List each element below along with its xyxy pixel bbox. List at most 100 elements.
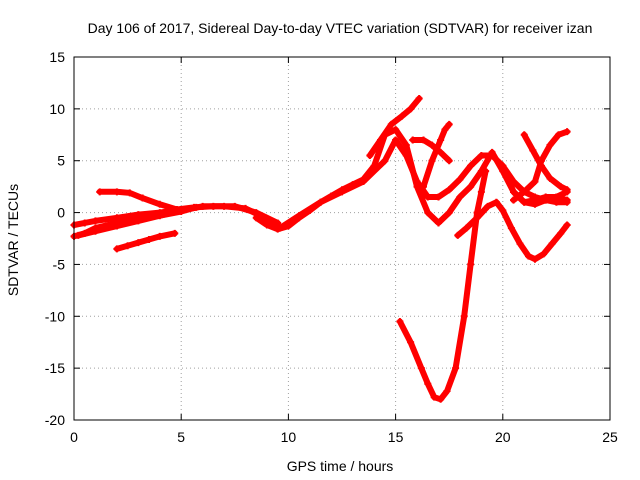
data-point: [492, 198, 500, 206]
data-point: [548, 240, 556, 248]
data-point: [381, 157, 389, 165]
data-point: [424, 209, 432, 217]
data-point: [413, 183, 421, 191]
data-point: [445, 209, 453, 217]
data-point: [467, 162, 475, 170]
data-point: [525, 252, 533, 260]
data-point: [488, 148, 496, 156]
axis-ticks: 0 5 10 15 20 25 -20 -15 -10 -5 0 5 10 15: [45, 49, 618, 445]
data-point: [477, 152, 485, 160]
data-point: [396, 317, 404, 325]
data-point: [563, 186, 571, 194]
series-arc8: [396, 167, 490, 403]
data-point: [424, 380, 432, 388]
data-point: [338, 186, 346, 194]
data-point: [456, 193, 464, 201]
data-point: [456, 175, 464, 183]
data-point: [74, 231, 82, 239]
data-point: [377, 136, 385, 144]
data-point: [499, 162, 507, 170]
x-tick-label: 25: [602, 429, 618, 445]
data-point: [434, 219, 442, 227]
data-point: [134, 239, 142, 247]
data-point: [467, 260, 475, 268]
data-point: [557, 183, 565, 191]
data-point: [531, 200, 539, 208]
data-point: [484, 202, 492, 210]
x-axis-label: GPS time / hours: [287, 458, 394, 474]
y-tick-label: -10: [45, 308, 65, 324]
data-point: [419, 136, 427, 144]
data-point: [467, 183, 475, 191]
data-point: [419, 183, 427, 191]
x-tick-label: 15: [388, 429, 404, 445]
data-point: [199, 202, 207, 210]
data-point: [156, 200, 164, 208]
data-point: [443, 387, 451, 395]
data-point: [540, 250, 548, 258]
data-point: [126, 189, 134, 197]
x-tick-label: 5: [177, 429, 185, 445]
data-point: [477, 188, 485, 196]
data-point: [520, 198, 528, 206]
data-point: [417, 364, 425, 372]
data-point: [327, 192, 335, 200]
data-point: [370, 162, 378, 170]
series-trace: [366, 95, 423, 159]
data-point: [366, 152, 374, 160]
data-point: [156, 232, 164, 240]
data-point: [317, 198, 325, 206]
y-tick-label: 10: [49, 101, 65, 117]
data-point: [445, 186, 453, 194]
data-point: [563, 128, 571, 136]
data-point: [139, 194, 147, 202]
data-point: [430, 393, 438, 401]
series-arc4: [74, 136, 571, 239]
data-point: [274, 225, 282, 233]
y-tick-label: 15: [49, 49, 65, 65]
data-point: [473, 214, 481, 222]
data-point: [482, 167, 490, 175]
data-point: [398, 112, 406, 120]
data-point: [415, 94, 423, 102]
series-arc11: [454, 198, 571, 263]
data-point: [284, 222, 292, 230]
data-point: [454, 231, 462, 239]
data-point: [145, 236, 153, 244]
data-point: [113, 245, 121, 253]
data-point: [409, 136, 417, 144]
data-point: [407, 105, 415, 113]
data-point: [546, 174, 554, 182]
data-point: [113, 188, 121, 196]
data-point: [91, 227, 99, 235]
data-point: [531, 193, 539, 201]
data-point: [445, 120, 453, 128]
y-tick-label: 5: [57, 153, 65, 169]
data-point: [392, 136, 400, 144]
data-point: [134, 217, 142, 225]
data-point: [445, 157, 453, 165]
y-tick-label: 0: [57, 205, 65, 221]
data-point: [96, 188, 104, 196]
data-point: [552, 198, 560, 206]
data-point: [252, 214, 260, 222]
data-point: [537, 162, 545, 170]
data-series: [70, 94, 571, 403]
y-tick-label: -5: [53, 256, 66, 272]
y-tick-label: -20: [45, 412, 65, 428]
series-arc10: [419, 120, 453, 191]
y-tick-label: -15: [45, 360, 65, 376]
data-point: [563, 198, 571, 206]
data-point: [402, 141, 410, 149]
data-point: [113, 222, 121, 230]
data-point: [392, 126, 400, 134]
series-arc7: [366, 94, 423, 160]
data-point: [531, 177, 539, 185]
data-point: [510, 188, 518, 196]
data-point: [510, 196, 518, 204]
data-point: [441, 126, 449, 134]
data-point: [516, 240, 524, 248]
data-point: [531, 255, 539, 263]
data-point: [460, 312, 468, 320]
